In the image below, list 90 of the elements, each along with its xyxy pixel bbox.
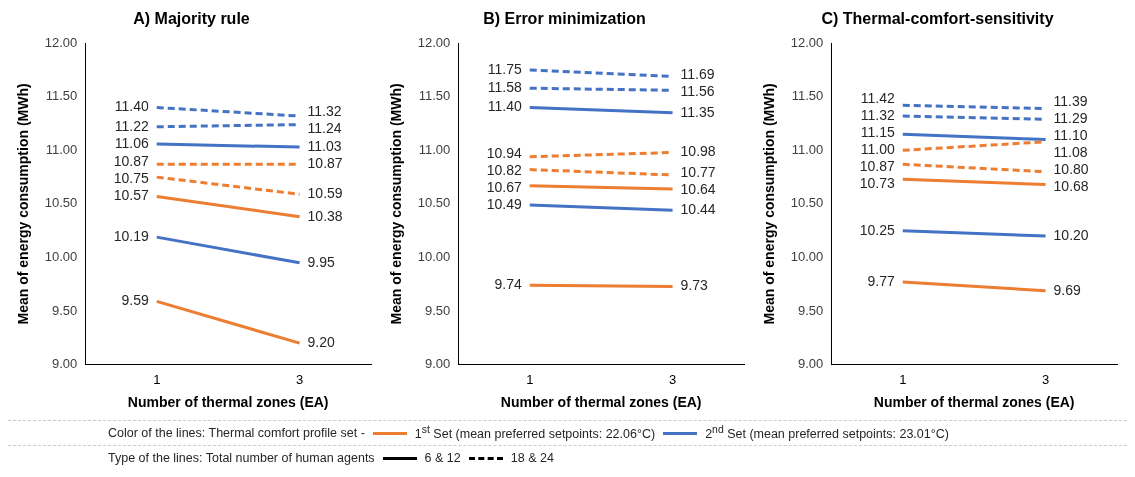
y-tick-label: 9.00 (52, 356, 78, 372)
data-label: 10.59 (307, 185, 343, 202)
data-label: 9.95 (307, 253, 336, 270)
y-tick-label: 11.00 (791, 141, 824, 157)
data-label: 11.35 (680, 103, 715, 120)
x-tick-label: 3 (668, 371, 677, 387)
data-label: 10.98 (680, 143, 716, 160)
data-label: 11.03 (307, 137, 342, 154)
y-tick-label: 9.50 (52, 302, 78, 318)
data-label: 10.49 (486, 195, 522, 212)
data-label: 10.25 (859, 221, 895, 238)
data-label: 11.40 (114, 98, 149, 115)
y-tick-label: 10.00 (44, 249, 78, 265)
data-label: 11.58 (487, 79, 522, 96)
data-label: 11.32 (860, 106, 895, 123)
data-label: 10.20 (1053, 226, 1089, 243)
y-tick-label: 11.00 (45, 141, 78, 157)
data-label: 11.29 (1053, 109, 1088, 126)
data-label: 10.77 (680, 164, 716, 181)
y-tick-label: 10.00 (790, 249, 824, 265)
y-tick-label: 11.50 (45, 88, 78, 104)
y-tick-label: 10.50 (790, 195, 824, 211)
data-label: 9.74 (494, 276, 522, 293)
x-axis-title: Number of thermal zones (EA) (873, 394, 1075, 411)
data-label: 10.38 (307, 207, 343, 224)
text: Color of the lines: Thermal comfort profile set - (108, 426, 365, 440)
y-tick-label: 9.00 (798, 356, 824, 372)
y-tick-label: 10.00 (417, 249, 451, 265)
data-label: 9.59 (121, 292, 149, 309)
data-label: 10.67 (486, 178, 522, 195)
data-label: 11.22 (114, 117, 149, 134)
data-label: 10.87 (307, 155, 343, 172)
chart-title: C) Thermal-comfort-sensitivity (821, 10, 1054, 28)
chart-title: A) Majority rule (133, 10, 250, 28)
data-label: 10.44 (680, 201, 716, 218)
data-label: 10.64 (680, 181, 716, 198)
y-tick-label: 11.50 (791, 88, 824, 104)
data-label: 10.75 (113, 170, 149, 187)
text: Type of the lines: Total number of human agents (108, 451, 375, 465)
data-label: 11.15 (860, 123, 895, 140)
x-tick-label: 1 (899, 371, 907, 387)
data-label: 9.20 (307, 334, 336, 351)
data-label: 11.39 (1053, 92, 1088, 109)
x-axis-title: Number of thermal zones (EA) (500, 394, 702, 411)
data-label: 11.08 (1053, 143, 1088, 160)
data-label: 11.42 (860, 89, 895, 106)
y-axis-title: Mean of energy consumption (MWh) (388, 83, 405, 325)
data-label: 11.06 (114, 134, 149, 151)
x-tick-label: 1 (153, 371, 161, 387)
x-tick-label: 3 (1041, 371, 1050, 387)
y-tick-label: 9.50 (425, 302, 451, 318)
data-label: 11.75 (487, 60, 522, 77)
y-axis-title: Mean of energy consumption (MWh) (761, 83, 778, 325)
chart-title: B) Error minimization (483, 10, 646, 28)
x-axis-title: Number of thermal zones (EA) (127, 394, 329, 411)
y-tick-label: 11.00 (418, 141, 451, 157)
y-tick-label: 12.00 (790, 34, 824, 50)
data-label: 10.80 (1053, 160, 1089, 177)
data-label: 11.56 (680, 82, 715, 99)
data-label: 11.32 (307, 102, 342, 119)
text: 6 & 12 (424, 451, 461, 465)
data-label: 11.40 (487, 98, 522, 115)
y-tick-label: 9.00 (425, 356, 451, 372)
y-tick-label: 12.00 (417, 34, 451, 50)
data-label: 9.77 (867, 272, 895, 289)
data-label: 10.87 (113, 153, 149, 170)
data-label: 11.10 (1053, 126, 1088, 143)
y-tick-label: 10.50 (44, 195, 78, 211)
x-tick-label: 3 (295, 371, 304, 387)
data-label: 10.94 (486, 144, 522, 161)
data-label: 11.69 (680, 65, 715, 82)
data-label: 10.68 (1053, 177, 1089, 194)
y-tick-label: 10.50 (417, 195, 451, 211)
x-tick-label: 1 (526, 371, 534, 387)
y-tick-label: 11.50 (418, 88, 451, 104)
data-label: 10.73 (859, 174, 895, 191)
data-label: 10.57 (113, 187, 149, 204)
y-tick-label: 9.50 (798, 302, 824, 318)
text: 18 & 24 (510, 451, 554, 465)
text: 2$^{nd}$ Set (mean preferred setpoints: 23.01°C) (705, 424, 949, 442)
data-label: 10.19 (113, 227, 149, 244)
data-label: 10.87 (859, 157, 895, 174)
data-label: 11.00 (860, 140, 895, 157)
data-label: 9.69 (1053, 281, 1082, 298)
y-axis-title: Mean of energy consumption (MWh) (15, 83, 32, 325)
y-tick-label: 12.00 (44, 34, 78, 50)
data-label: 10.82 (486, 161, 522, 178)
data-label: 11.24 (307, 119, 342, 136)
data-label: 9.73 (680, 277, 709, 294)
text: 1$^{st}$ Set (mean preferred setpoints: 22.06°C) (414, 424, 656, 442)
